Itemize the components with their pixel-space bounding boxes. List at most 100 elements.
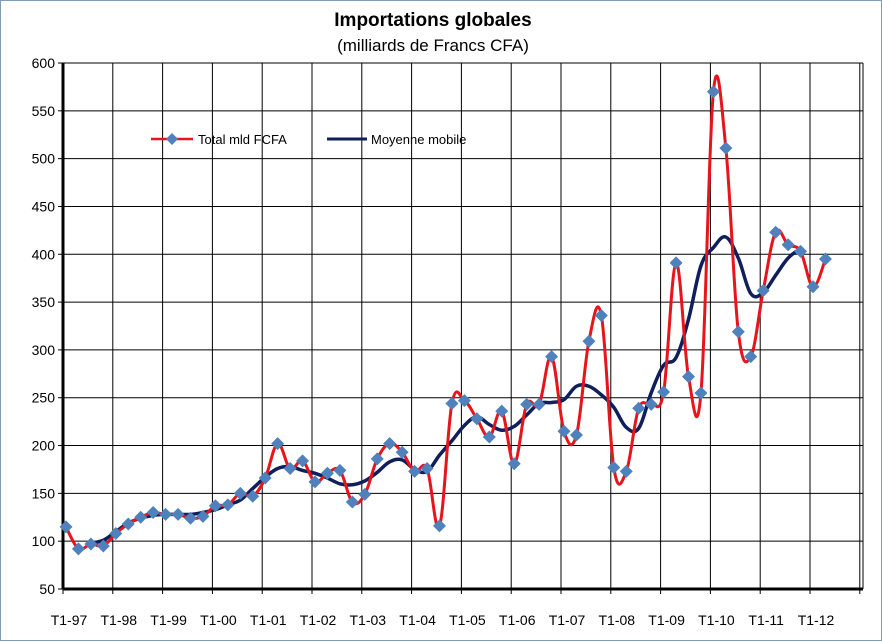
chart-title: Importations globales [334, 10, 531, 31]
data-point-total [308, 475, 322, 489]
y-tick-label: 200 [32, 438, 56, 454]
data-point-total [370, 452, 384, 466]
data-point-total [569, 428, 583, 442]
x-tick-label: T1-98 [101, 612, 138, 628]
data-point-total [769, 225, 783, 239]
legend-total-marker [166, 133, 178, 145]
legend-label-moving-average: Moyenne mobile [371, 132, 466, 147]
data-point-total [557, 424, 571, 438]
x-tick-label: T1-10 [698, 612, 735, 628]
data-point-total [134, 510, 148, 524]
data-point-total [171, 507, 185, 521]
x-tick-label: T1-97 [51, 612, 88, 628]
x-tick-label: T1-08 [599, 612, 636, 628]
data-point-total [644, 397, 658, 411]
data-point-total [781, 238, 795, 252]
y-tick-label: 450 [32, 198, 56, 214]
x-tick-label: T1-07 [549, 612, 586, 628]
data-point-total [333, 463, 347, 477]
data-point-total [445, 396, 459, 410]
legend-label-total: Total mld FCFA [198, 132, 287, 147]
data-point-total [283, 461, 297, 475]
x-tick-label: T1-01 [250, 612, 287, 628]
y-tick-label: 550 [32, 103, 56, 119]
x-tick-label: T1-12 [798, 612, 835, 628]
x-tick-label: T1-09 [648, 612, 685, 628]
data-point-total [109, 527, 123, 541]
data-point-total [607, 461, 621, 475]
y-tick-label: 500 [32, 151, 56, 167]
legend: Total mld FCFA Moyenne mobile [151, 132, 466, 147]
data-point-total [221, 498, 235, 512]
data-point-total [159, 507, 173, 521]
data-point-total [208, 499, 222, 513]
data-point-total [482, 430, 496, 444]
data-point-total [233, 486, 247, 500]
marker-layer [59, 85, 832, 556]
data-point-total [395, 445, 409, 459]
data-point-total [71, 542, 85, 556]
data-point-total [457, 394, 471, 408]
x-tick-label: T1-03 [350, 612, 387, 628]
x-tick-label: T1-05 [449, 612, 486, 628]
y-tick-label: 350 [32, 294, 56, 310]
y-tick-label: 600 [32, 55, 56, 71]
data-point-total [320, 466, 334, 480]
data-point-total [594, 308, 608, 322]
data-point-total [532, 397, 546, 411]
chart-subtitle: (milliards de Francs CFA) [337, 36, 529, 55]
y-tick-label: 50 [39, 581, 55, 597]
x-tick-label: T1-06 [499, 612, 536, 628]
data-point-total [582, 334, 596, 348]
data-point-total [744, 350, 758, 364]
data-point-total [818, 252, 832, 266]
x-tick-label: T1-02 [300, 612, 337, 628]
gridlines [63, 62, 864, 590]
data-point-total [694, 386, 708, 400]
y-tick-label: 250 [32, 390, 56, 406]
data-point-total [794, 244, 808, 258]
data-point-total [296, 454, 310, 468]
y-tick-label: 150 [32, 485, 56, 501]
data-point-total [408, 464, 422, 478]
data-point-total [731, 325, 745, 339]
data-point-total [258, 471, 272, 485]
data-point-total [520, 397, 534, 411]
x-tick-label: T1-11 [748, 612, 784, 628]
data-point-total [657, 385, 671, 399]
data-point-total [121, 517, 135, 531]
y-tick-label: 300 [32, 342, 56, 358]
data-point-total [358, 487, 372, 501]
y-tick-label: 400 [32, 246, 56, 262]
data-point-total [719, 141, 733, 155]
data-point-total [507, 457, 521, 471]
data-point-total [96, 539, 110, 553]
data-point-total [619, 464, 633, 478]
x-tick-label: T1-04 [399, 612, 436, 628]
data-point-total [196, 509, 210, 523]
x-tick-label: T1-00 [200, 612, 237, 628]
x-tick-label: T1-99 [150, 612, 187, 628]
data-point-total [545, 350, 559, 364]
axes: 50 100 150 200 250 300 350 400 450 500 550 600 T1-97… [32, 55, 863, 628]
data-point-total [84, 537, 98, 551]
data-point-total [706, 85, 720, 99]
data-point-total [632, 401, 646, 415]
data-point-total [246, 489, 260, 503]
data-point-total [669, 256, 683, 270]
data-point-total [756, 284, 770, 298]
data-point-total [383, 437, 397, 451]
data-point-total [345, 495, 359, 509]
data-point-total [806, 280, 820, 294]
data-point-total [59, 520, 73, 534]
data-point-total [271, 437, 285, 451]
data-point-total [433, 519, 446, 533]
y-tick-label: 100 [32, 533, 56, 549]
data-point-total [146, 505, 160, 519]
data-point-total [420, 461, 434, 475]
data-point-total [470, 412, 484, 426]
data-point-total [184, 511, 197, 525]
data-point-total [682, 370, 695, 384]
